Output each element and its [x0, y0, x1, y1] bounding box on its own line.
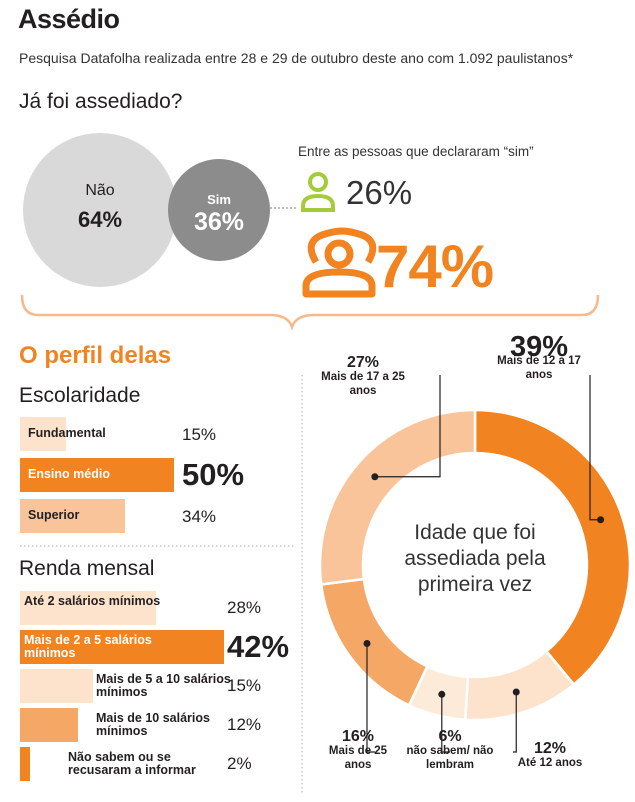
bar-label: Até 2 salários mínimos — [24, 594, 161, 608]
income-title: Renda mensal — [19, 557, 155, 580]
donut-label-value: 12% — [533, 740, 567, 757]
bar-label: Fundamental — [28, 426, 106, 440]
yes-label: Sim — [207, 192, 231, 207]
bar-label: Não sabem ou se recusaram a informar — [68, 750, 196, 777]
donut-label-value: 16% — [341, 728, 375, 745]
donut-label-category: Até 12 anos — [517, 757, 583, 769]
donut-center-line-3: primeira vez — [417, 573, 533, 596]
bar — [20, 591, 156, 625]
bar-label: Superior — [28, 508, 80, 522]
no-value: 64% — [77, 207, 123, 232]
leader-dot — [512, 688, 520, 696]
bar — [20, 708, 79, 742]
men-value: 26% — [346, 174, 413, 211]
donut-center-label: Idade que foi assediada pela primeira ve… — [395, 520, 555, 598]
donut-label-category: não sabem/ não lembram — [406, 745, 494, 771]
bar-value: 15% — [182, 425, 217, 444]
donut-label-value: 27% — [346, 354, 380, 371]
bar — [20, 499, 125, 533]
bar-value: 34% — [182, 507, 217, 526]
leader-line — [441, 694, 450, 753]
woman-icon — [302, 227, 377, 298]
bar-value: 12% — [227, 715, 262, 734]
subtitle: Pesquisa Datafolha realizada entre 28 e … — [19, 50, 574, 66]
donut-slice — [318, 408, 477, 586]
leader-dot — [363, 639, 371, 647]
profile-title: O perfil delas — [19, 342, 172, 369]
gender-note: Entre as pessoas que declararam “sim” — [298, 144, 534, 159]
bar-label: Mais de 5 a 10 salários mínimos — [96, 672, 231, 699]
leader-line — [366, 643, 375, 753]
education-title: Escolaridade — [19, 384, 141, 407]
separators — [20, 375, 303, 795]
bar-value: 28% — [227, 598, 262, 617]
age-donut-chart — [318, 375, 632, 753]
man-icon — [301, 172, 335, 212]
bar-value: 15% — [227, 676, 262, 695]
yes-value: 36% — [193, 208, 245, 236]
leader-dot — [371, 473, 379, 481]
brace — [20, 294, 600, 331]
no-bubble — [23, 133, 177, 287]
donut-slice — [473, 408, 632, 687]
donut-label-value: 39% — [509, 331, 569, 363]
donut-label-category: Mais de 12 a 17 anos — [497, 355, 581, 381]
donut-label-category: Mais de 25 anos — [328, 745, 388, 771]
bar-label: Ensino médio — [28, 467, 110, 481]
women-value: 74% — [376, 233, 494, 300]
bar — [20, 747, 30, 781]
bar-value: 2% — [227, 754, 252, 773]
leader-dot — [438, 690, 446, 698]
leader-line — [374, 375, 441, 478]
donut-label-category: Mais de 17 a 25 anos — [321, 371, 405, 397]
yes-bubble — [168, 159, 270, 261]
answer-bubbles — [20, 133, 600, 331]
donut-label: 27% Mais de 17 a 25 anos — [318, 354, 408, 398]
no-label: Não — [85, 182, 115, 199]
donut-label-value: 6% — [438, 728, 462, 745]
leader-line — [513, 691, 517, 753]
bar-label: Mais de 2 a 5 salários mínimos — [24, 633, 152, 660]
bar — [20, 669, 93, 703]
leader-line — [589, 375, 601, 521]
page-title: Assédio — [18, 4, 120, 34]
donut-label: 16% Mais de 25 anos — [318, 728, 398, 772]
bar — [20, 630, 224, 664]
bar-value: 50% — [182, 457, 245, 492]
donut-label: 12% Até 12 anos — [505, 740, 595, 770]
bar-value: 42% — [227, 629, 290, 664]
question-title: Já foi assediado? — [19, 90, 183, 113]
donut-center-line-2: assediada pela — [404, 547, 546, 570]
donut-center-line-1: Idade que foi — [414, 521, 536, 544]
leader-dot — [597, 516, 605, 524]
bar — [20, 417, 67, 451]
bar-label: Mais de 10 salários mínimos — [96, 711, 210, 738]
donut-label: 6% não sabem/ não lembram — [400, 728, 500, 772]
bar — [20, 458, 174, 492]
donut-label: 39% Mais de 12 a 17 anos — [484, 331, 594, 382]
